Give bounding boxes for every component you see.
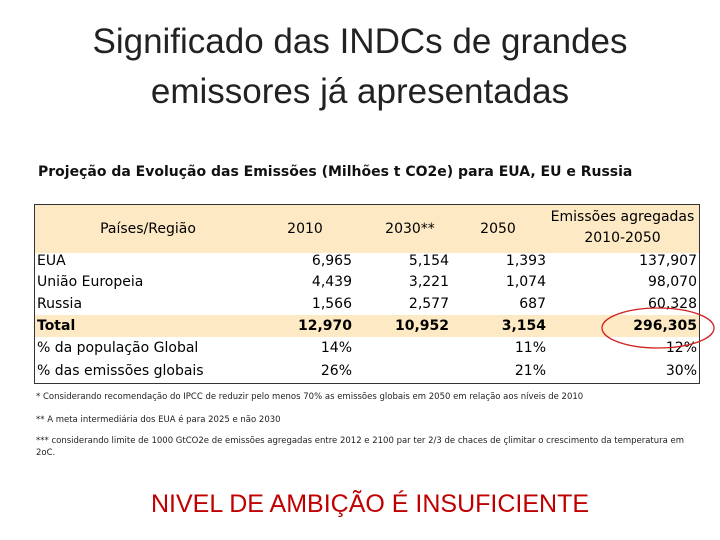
- cell-value: 12,970: [297, 318, 352, 334]
- header-band: [35, 205, 699, 253]
- ellipse: [601, 307, 715, 349]
- cell-value: 5,154: [408, 253, 449, 269]
- cell-value: 98,070: [648, 274, 697, 290]
- cell-value: 26%: [320, 363, 352, 379]
- footnote: * Considerando recomendação do IPCC de r…: [36, 392, 584, 402]
- cell-value: 2,577: [408, 296, 449, 312]
- cell-value: 11%: [514, 340, 546, 356]
- column-header: 2050: [480, 221, 516, 237]
- cell-value: 30%: [665, 363, 697, 379]
- title-line: Significado das INDCs de grandes: [92, 22, 628, 61]
- footnote: *** considerando limite de 1000 GtCO2e d…: [36, 436, 685, 458]
- row-label: % da população Global: [37, 340, 199, 356]
- cell-value: 296,305: [633, 318, 697, 334]
- cell-value: 1,074: [505, 274, 546, 290]
- column-header: 2030**: [385, 221, 435, 237]
- footnote: ** A meta intermediária dos EUA é para 2…: [36, 415, 281, 425]
- cell-value: 3,221: [408, 274, 449, 290]
- row-label: Russia: [37, 296, 83, 312]
- highlight-ellipse: [601, 307, 715, 349]
- cell-value: 6,965: [311, 253, 352, 269]
- row-label: Total: [37, 318, 76, 334]
- cell-value: 21%: [514, 363, 546, 379]
- column-header: Emissões agregadas 2010-2050: [550, 209, 695, 246]
- cell-value: 1,566: [311, 296, 352, 312]
- subtitle: Projeção da Evolução das Emissões (Milhõ…: [38, 164, 633, 180]
- conclusion: NIVEL DE AMBIÇÃO É INSUFICIENTE: [150, 490, 590, 518]
- cell-value: 687: [519, 296, 546, 312]
- cell-value: 3,154: [501, 318, 546, 334]
- cell-value: 4,439: [311, 274, 352, 290]
- column-header: 2010: [287, 221, 323, 237]
- column-header: Países/Região: [100, 221, 196, 237]
- total-band: [35, 315, 699, 337]
- cell-value: 10,952: [394, 318, 449, 334]
- row-label: União Europeia: [37, 274, 144, 290]
- row-label: % das emissões globais: [37, 363, 204, 379]
- row-label: EUA: [37, 253, 66, 269]
- table-border: [34, 204, 700, 384]
- cell-value: 1,393: [505, 253, 546, 269]
- cell-value: 14%: [320, 340, 352, 356]
- title-line: emissores já apresentadas: [150, 72, 570, 111]
- cell-value: 137,907: [639, 253, 697, 269]
